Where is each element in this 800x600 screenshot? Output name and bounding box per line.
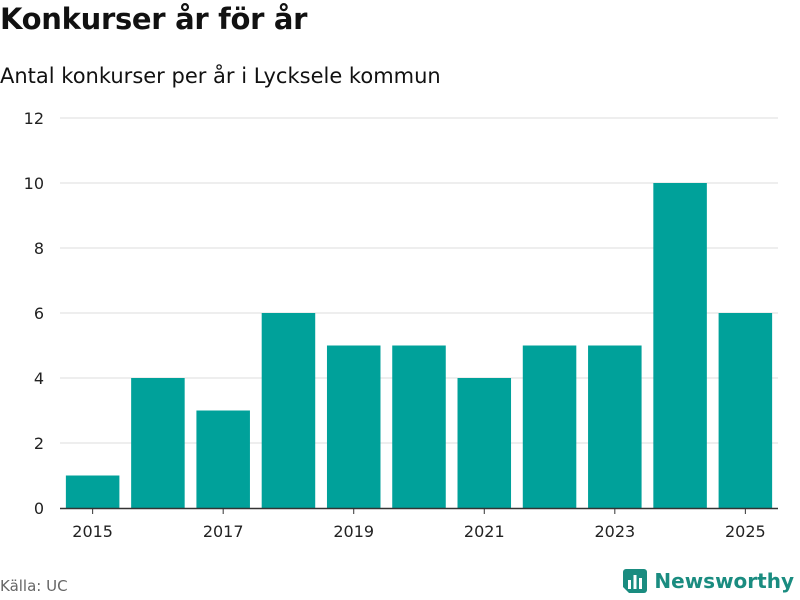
bar-chart: 0 2 4 6 8 10 12 2015 2017 2019 2021 2023 2025 bbox=[24, 109, 778, 541]
x-tick-label: 2015 bbox=[72, 522, 113, 541]
bar-2024[interactable] bbox=[653, 183, 707, 508]
bar-2020[interactable] bbox=[392, 345, 446, 509]
bar-2019[interactable] bbox=[326, 345, 381, 509]
x-tick-label: 2019 bbox=[333, 522, 374, 541]
axes: 0 2 4 6 8 10 12 2015 2017 2019 2021 2023 2025 bbox=[24, 109, 778, 541]
chart-subtitle: Antal konkurser per år i Lycksele kommun bbox=[0, 64, 441, 88]
bar-2023[interactable] bbox=[588, 345, 642, 509]
source-note: Källa: UC bbox=[0, 577, 68, 595]
x-tick-label: 2023 bbox=[594, 522, 635, 541]
y-tick-label: 0 bbox=[34, 499, 44, 518]
brand-logo[interactable]: Newsworthy bbox=[622, 568, 794, 594]
bar-2025[interactable] bbox=[718, 313, 773, 508]
y-tick-label: 4 bbox=[34, 369, 44, 388]
x-tick-label: 2017 bbox=[203, 522, 244, 541]
y-tick-label: 2 bbox=[34, 434, 44, 453]
bars bbox=[65, 183, 773, 509]
bar-2016[interactable] bbox=[131, 378, 185, 508]
newsworthy-logo-icon bbox=[623, 569, 648, 593]
y-tick-label: 8 bbox=[34, 239, 44, 258]
bar-2015[interactable] bbox=[65, 475, 120, 509]
bar-2021[interactable] bbox=[457, 378, 512, 508]
y-tick-label: 6 bbox=[34, 304, 44, 323]
x-tick-label: 2021 bbox=[464, 522, 505, 541]
brand-name: Newsworthy bbox=[654, 569, 794, 593]
chart-title: Konkurser år för år bbox=[0, 2, 308, 36]
bar-2018[interactable] bbox=[261, 313, 316, 508]
y-tick-label: 12 bbox=[24, 109, 44, 128]
y-tick-label: 10 bbox=[24, 174, 44, 193]
bar-2022[interactable] bbox=[522, 345, 577, 509]
x-tick-label: 2025 bbox=[725, 522, 766, 541]
bar-2017[interactable] bbox=[196, 410, 250, 509]
